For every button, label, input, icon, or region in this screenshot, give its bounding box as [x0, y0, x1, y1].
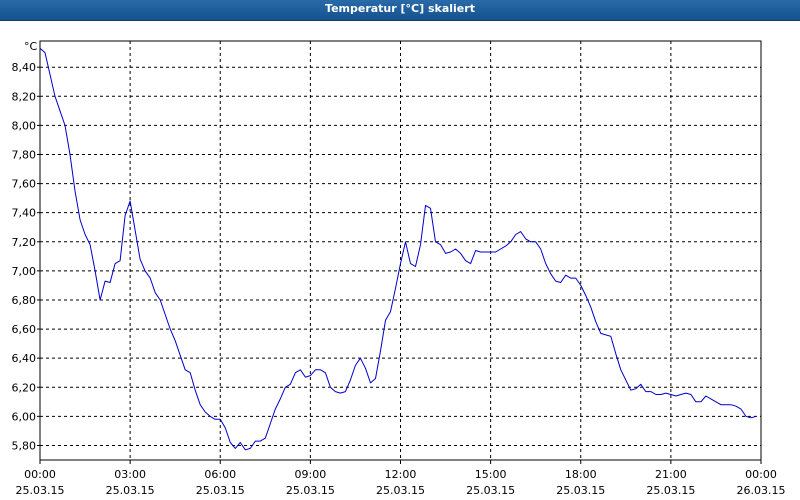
series-line-temperature — [39, 47, 757, 451]
window-title: Temperatur [°C] skaliert — [325, 2, 475, 15]
x-tick-date: 25.03.15 — [16, 484, 65, 497]
y-unit-label: °C — [24, 40, 38, 53]
x-tick-date: 25.03.15 — [556, 484, 605, 497]
x-tick-time: 00:00 — [745, 468, 777, 481]
y-tick-label: 7,80 — [12, 148, 37, 161]
x-tick-time: 09:00 — [295, 468, 327, 481]
x-tick-time: 03:00 — [114, 468, 146, 481]
temperature-chart: 5,80 6,00 6,20 6,40 6,60 6,80 7,00 7,20 7,40 7,60… — [12, 40, 786, 497]
x-tick-time: 00:00 — [24, 468, 56, 481]
x-tick-time: 18:00 — [565, 468, 597, 481]
y-tick-label: 6,60 — [12, 323, 37, 336]
y-tick-label: 6,80 — [12, 294, 37, 307]
y-tick-label: 7,60 — [12, 178, 37, 191]
y-tick-label: 6,20 — [12, 381, 37, 394]
title-bar: Temperatur [°C] skaliert — [0, 0, 800, 21]
y-tick-label: 7,00 — [12, 265, 37, 278]
x-tick-date: 25.03.15 — [106, 484, 155, 497]
x-tick-time: 15:00 — [475, 468, 507, 481]
x-tick-time: 21:00 — [655, 468, 687, 481]
x-tick-date: 25.03.15 — [196, 484, 245, 497]
x-tick-time: 06:00 — [204, 468, 236, 481]
y-tick-label: 6,00 — [12, 410, 37, 423]
x-tick-time: 12:00 — [385, 468, 417, 481]
x-tick-date: 26.03.15 — [737, 484, 786, 497]
y-tick-label: 8,40 — [12, 61, 37, 74]
x-tick-date: 25.03.15 — [646, 484, 695, 497]
y-tick-label: 7,40 — [12, 207, 37, 220]
x-tick-date: 25.03.15 — [466, 484, 515, 497]
y-tick-label: 7,20 — [12, 236, 37, 249]
y-tick-label: 6,40 — [12, 352, 37, 365]
x-tick-date: 25.03.15 — [376, 484, 425, 497]
y-tick-label: 8,20 — [12, 90, 37, 103]
y-tick-label: 5,80 — [12, 439, 37, 452]
x-tick-date: 25.03.15 — [286, 484, 335, 497]
y-tick-label: 8,00 — [12, 119, 37, 132]
